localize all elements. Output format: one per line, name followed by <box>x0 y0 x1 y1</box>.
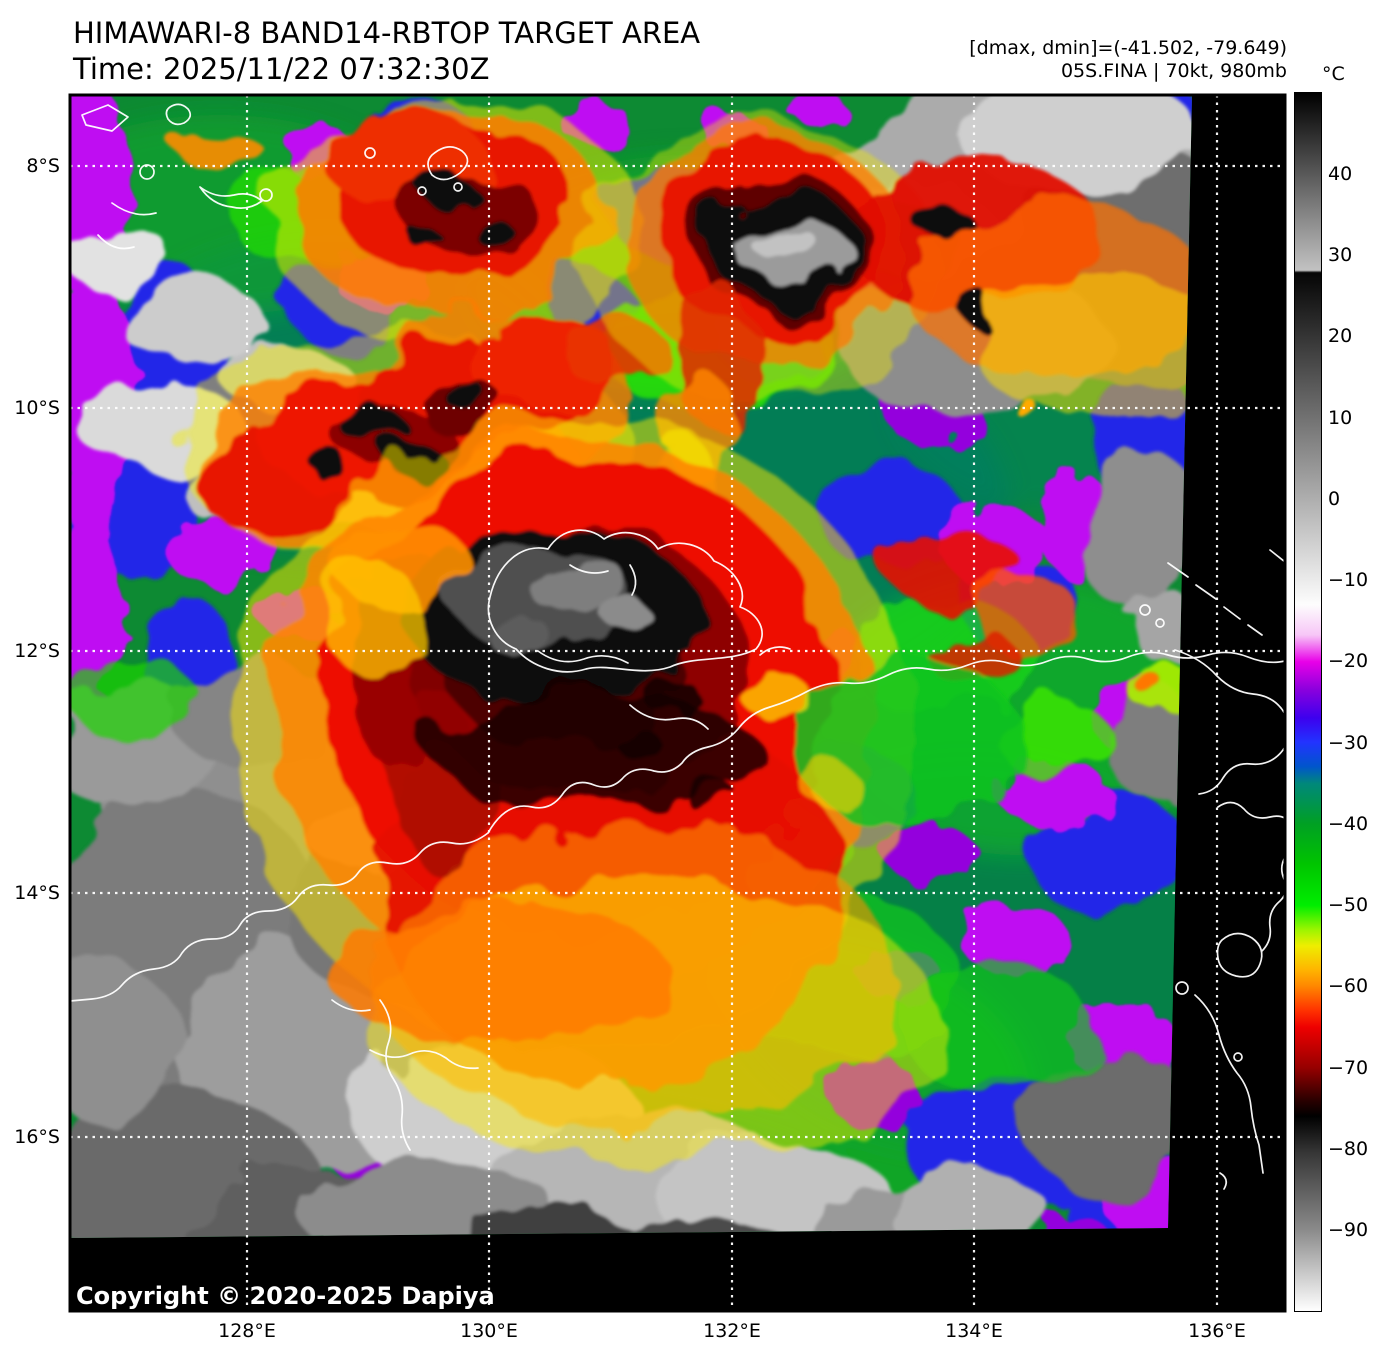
lat-tick-12s: 12°S <box>14 640 60 662</box>
page-title: HIMAWARI-8 BAND14-RBTOP TARGET AREA <box>73 16 701 50</box>
cb-tick-m30: −30 <box>1328 732 1369 754</box>
cb-tick-m40: −40 <box>1328 813 1369 835</box>
lon-tick-132e: 132°E <box>703 1320 761 1342</box>
cb-tick-0: 0 <box>1328 488 1341 510</box>
cb-tick-m70: −70 <box>1328 1057 1369 1079</box>
copyright-label: Copyright © 2020-2025 Dapiya <box>76 1282 495 1310</box>
map-canvas <box>70 95 1285 1311</box>
satellite-data-region <box>70 95 1192 1238</box>
cb-tick-40: 40 <box>1328 163 1353 185</box>
cb-tick-m60: −60 <box>1328 975 1369 997</box>
cb-tick-m50: −50 <box>1328 894 1369 916</box>
lon-tick-130e: 130°E <box>460 1320 518 1342</box>
grid-lines <box>70 95 1285 1311</box>
cb-tick-m90: −90 <box>1328 1219 1369 1241</box>
lat-tick-10s: 10°S <box>14 397 60 419</box>
cb-tick-30: 30 <box>1328 244 1353 266</box>
coastline <box>70 103 1285 1190</box>
cb-tick-m80: −80 <box>1328 1138 1369 1160</box>
satellite-image <box>70 95 1285 1311</box>
dmax-dmin-label: [dmax, dmin]=(-41.502, -79.649) <box>969 37 1287 59</box>
cb-tick-m10: −10 <box>1328 569 1369 591</box>
lon-tick-128e: 128°E <box>218 1320 276 1342</box>
cb-tick-20: 20 <box>1328 325 1353 347</box>
lat-tick-16s: 16°S <box>14 1126 60 1148</box>
lat-tick-8s: 8°S <box>26 155 60 177</box>
cb-tick-10: 10 <box>1328 407 1353 429</box>
colorbar-unit-label: °C <box>1322 63 1345 85</box>
lon-tick-134e: 134°E <box>945 1320 1003 1342</box>
temperature-colorbar <box>1295 93 1321 1311</box>
lat-tick-14s: 14°S <box>14 882 60 904</box>
lon-tick-136e: 136°E <box>1188 1320 1246 1342</box>
storm-info-label: 05S.FINA | 70kt, 980mb <box>1060 60 1287 82</box>
cold-cloud-layer <box>170 98 1192 1160</box>
timestamp-label: Time: 2025/11/22 07:32:30Z <box>73 52 490 86</box>
cb-tick-m20: −20 <box>1328 650 1369 672</box>
